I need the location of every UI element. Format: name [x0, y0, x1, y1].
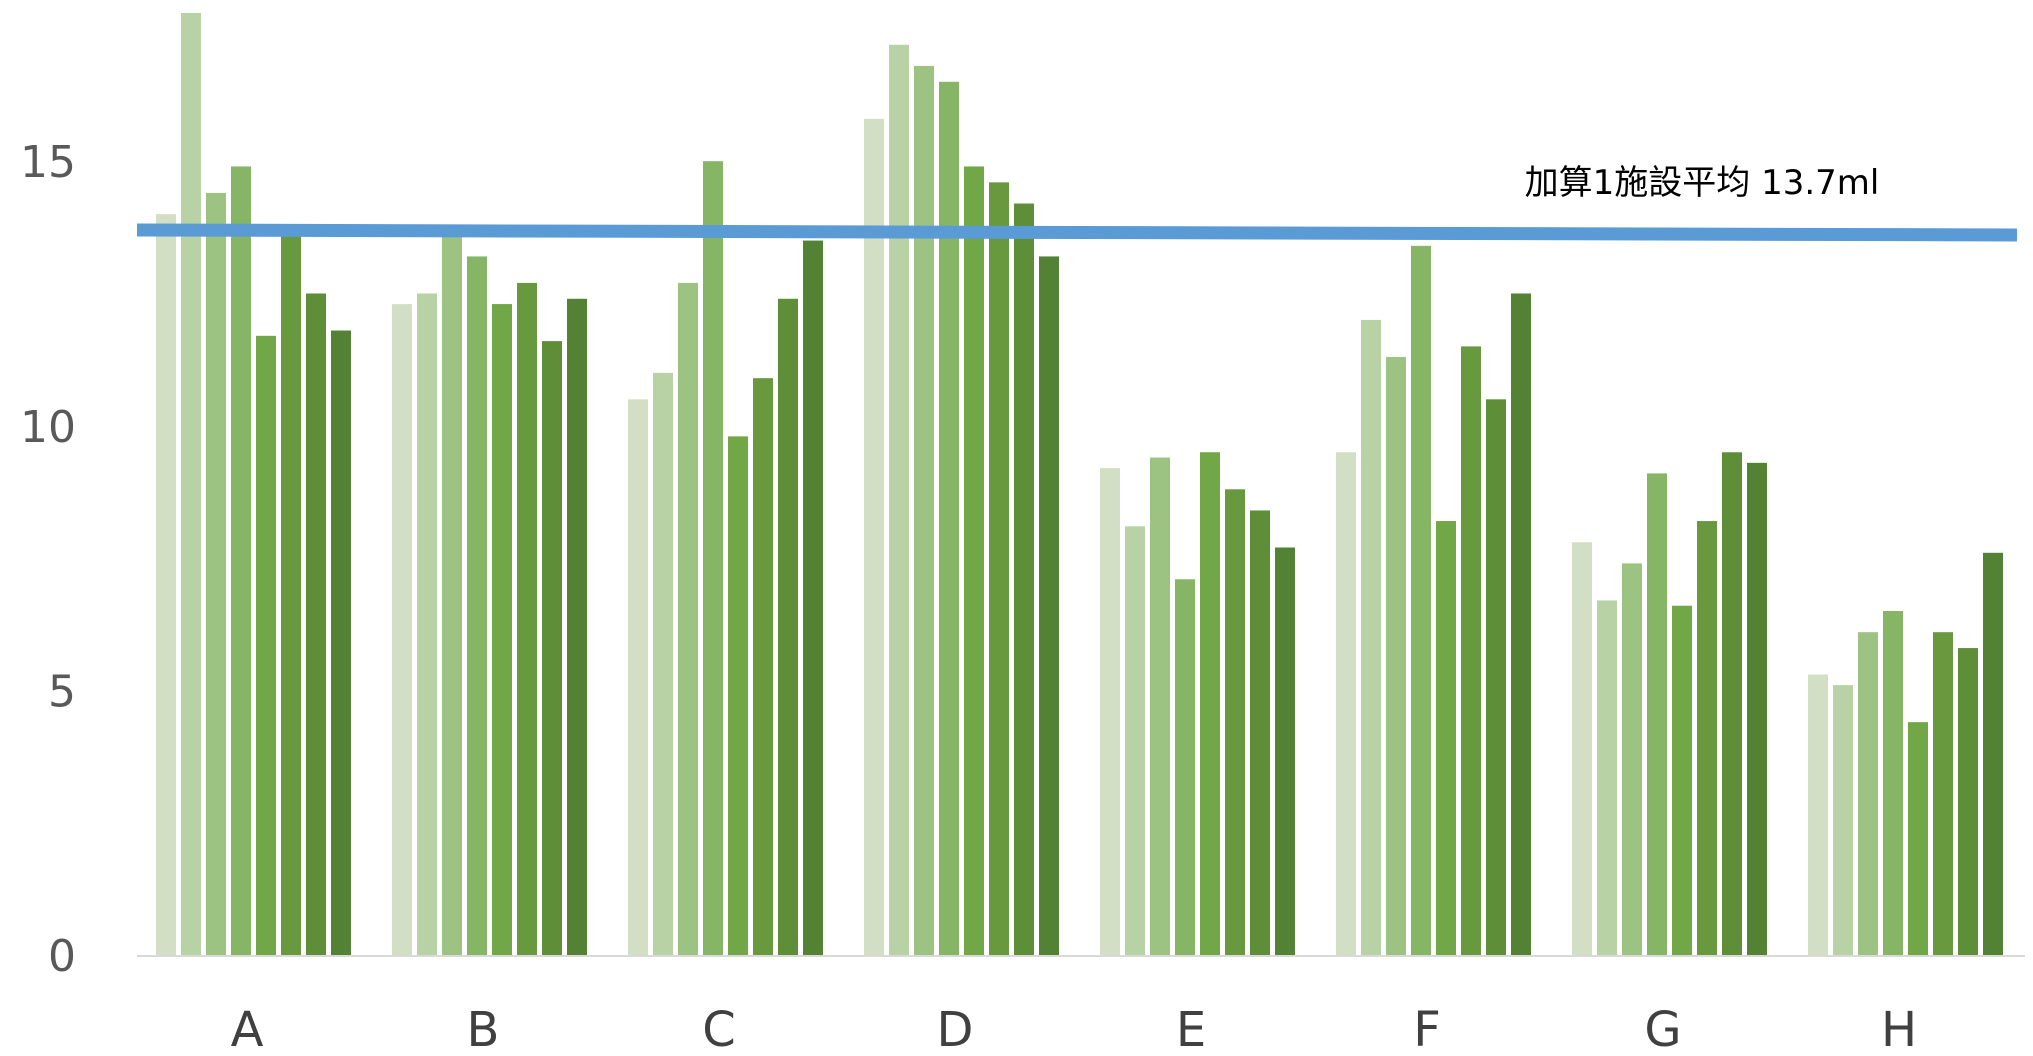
bar-H-2 [1833, 685, 1853, 955]
bar-E-8 [1275, 547, 1295, 955]
bar-E-5 [1200, 452, 1220, 955]
bar-B-5 [492, 304, 512, 956]
x-tick-label: B [467, 1002, 500, 1056]
bar-A-7 [306, 293, 326, 955]
bar-B-4 [467, 256, 487, 955]
bar-A-6 [281, 224, 301, 955]
average-reference-label: 加算1施設平均 13.7ml [1525, 163, 1880, 203]
x-tick-label: A [231, 1002, 264, 1056]
bar-G-4 [1647, 473, 1667, 955]
x-tick-label: G [1644, 1002, 1681, 1056]
x-tick-label: H [1881, 1002, 1917, 1056]
bar-F-3 [1386, 356, 1406, 955]
x-axis-ticks: A B C D E F G H [231, 1002, 1917, 1056]
average-reference-line [136, 223, 2018, 242]
bar-F-6 [1461, 346, 1481, 955]
bar-D-6 [989, 182, 1009, 955]
bar-F-5 [1436, 521, 1456, 955]
bar-G-2 [1597, 600, 1617, 955]
bar-D-4 [939, 81, 959, 956]
bar-E-7 [1250, 510, 1270, 955]
bar-D-8 [1039, 256, 1059, 955]
bar-H-6 [1933, 632, 1953, 955]
bar-E-4 [1175, 579, 1195, 955]
x-tick-label: E [1176, 1002, 1206, 1056]
bar-B-8 [567, 298, 587, 955]
bar-H-1 [1808, 674, 1828, 955]
bar-F-2 [1361, 319, 1381, 955]
bar-A-2 [181, 13, 201, 955]
bar-C-2 [653, 372, 673, 955]
bar-H-5 [1908, 722, 1928, 955]
bar-C-1 [628, 399, 648, 956]
bar-A-8 [331, 330, 351, 955]
bar-F-8 [1511, 293, 1531, 955]
x-tick-label: F [1413, 1002, 1441, 1056]
y-axis-ticks: 0 5 10 15 [20, 137, 76, 982]
y-tick-label: 10 [20, 402, 76, 453]
x-tick-label: C [702, 1002, 736, 1056]
y-tick-label: 5 [48, 666, 76, 717]
bar-C-3 [678, 282, 698, 955]
bar-E-6 [1225, 489, 1245, 955]
bar-B-2 [417, 293, 437, 955]
bar-D-5 [964, 166, 984, 955]
x-tick-label: D [937, 1002, 974, 1056]
bar-B-3 [442, 224, 462, 955]
bars [156, 13, 2003, 956]
bar-F-7 [1486, 399, 1506, 956]
bar-D-7 [1014, 203, 1034, 956]
bar-E-3 [1150, 457, 1170, 955]
bar-D-3 [914, 65, 934, 956]
bar-G-3 [1622, 563, 1642, 955]
bar-G-8 [1747, 462, 1767, 955]
bar-B-7 [542, 341, 562, 955]
bar-B-6 [517, 282, 537, 955]
bar-B-1 [392, 304, 412, 956]
bar-H-8 [1983, 552, 2003, 955]
bar-C-6 [753, 378, 773, 955]
bar-G-7 [1722, 452, 1742, 955]
bar-D-1 [864, 118, 884, 955]
bar-H-3 [1858, 632, 1878, 955]
bar-H-4 [1883, 611, 1903, 955]
bar-A-3 [206, 192, 226, 955]
bar-E-1 [1100, 468, 1120, 955]
bar-A-4 [231, 166, 251, 955]
bar-C-7 [778, 298, 798, 955]
bar-C-4 [703, 161, 723, 955]
y-tick-label: 0 [48, 931, 76, 982]
bar-G-6 [1697, 521, 1717, 955]
bar-A-1 [156, 214, 176, 955]
bar-H-7 [1958, 648, 1978, 955]
bar-E-2 [1125, 526, 1145, 955]
bar-F-1 [1336, 452, 1356, 955]
y-tick-label: 15 [20, 137, 76, 188]
bar-G-5 [1672, 605, 1692, 955]
bar-G-1 [1572, 542, 1592, 955]
bar-F-4 [1411, 245, 1431, 955]
bar-D-2 [889, 44, 909, 955]
bar-A-5 [256, 335, 276, 956]
bar-C-8 [803, 240, 823, 956]
bar-C-5 [728, 436, 748, 955]
